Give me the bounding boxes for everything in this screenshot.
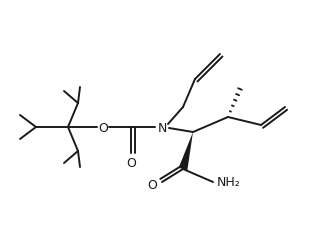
Text: NH₂: NH₂ — [217, 176, 241, 189]
Text: O: O — [147, 179, 157, 192]
Text: O: O — [98, 121, 108, 134]
Text: N: N — [157, 121, 167, 134]
Polygon shape — [179, 132, 193, 170]
Text: O: O — [126, 157, 136, 170]
